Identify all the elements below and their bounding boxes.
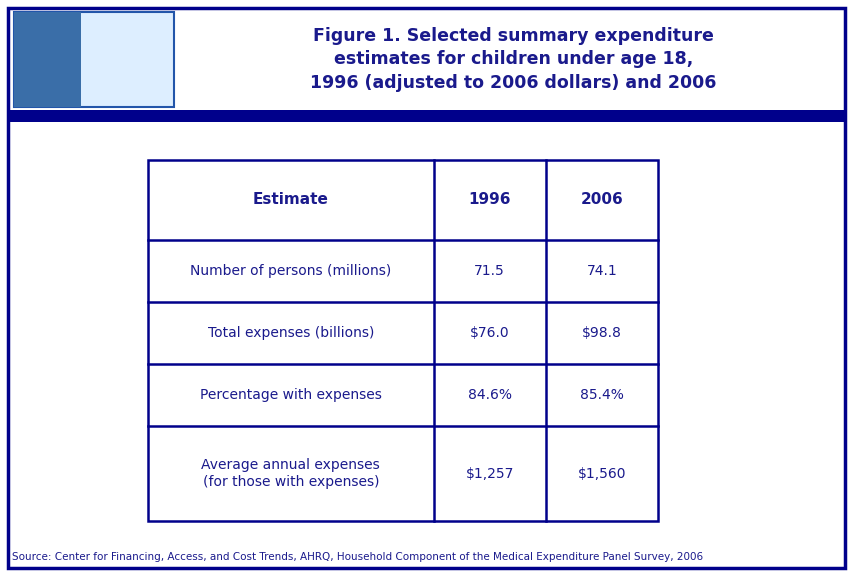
Text: $76.0: $76.0: [469, 326, 509, 340]
Text: 85.4%: 85.4%: [579, 388, 623, 402]
Text: $98.8: $98.8: [581, 326, 621, 340]
Text: 74.1: 74.1: [586, 264, 617, 278]
Text: Percentage with expenses: Percentage with expenses: [199, 388, 382, 402]
Text: Average annual expenses
(for those with expenses): Average annual expenses (for those with …: [201, 458, 380, 488]
Text: Estimate: Estimate: [252, 192, 328, 207]
Text: Advancing
Excellence in
Health Care: Advancing Excellence in Health Care: [102, 63, 153, 93]
Text: 71.5: 71.5: [474, 264, 504, 278]
Text: Source: Center for Financing, Access, and Cost Trends, AHRQ, Household Component: Source: Center for Financing, Access, an…: [12, 552, 702, 562]
Text: Figure 1. Selected summary expenditure
estimates for children under age 18,
1996: Figure 1. Selected summary expenditure e…: [310, 27, 716, 92]
Text: 84.6%: 84.6%: [467, 388, 511, 402]
Text: $1,257: $1,257: [465, 467, 513, 480]
Text: Total expenses (billions): Total expenses (billions): [207, 326, 373, 340]
Text: $1,560: $1,560: [577, 467, 625, 480]
Text: 2006: 2006: [580, 192, 623, 207]
Text: Number of persons (millions): Number of persons (millions): [190, 264, 391, 278]
Text: AHRQ: AHRQ: [89, 36, 165, 60]
Text: 1996: 1996: [468, 192, 510, 207]
